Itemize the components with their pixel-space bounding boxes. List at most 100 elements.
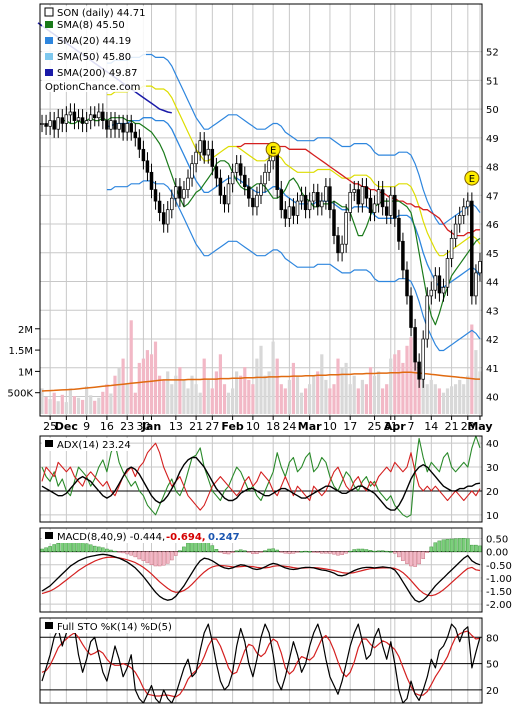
macd-tick-label: -1.00: [486, 574, 512, 585]
volume-bar: [385, 384, 389, 414]
macd-title: MACD(8,40,9) -0.444,: [57, 532, 165, 543]
candle-body: [137, 137, 142, 150]
adx-panel: 10 20 30 40 ADX(14) 23.24: [39, 435, 499, 523]
volume-tick-label: 1M: [18, 367, 33, 378]
volume-bar: [450, 386, 454, 414]
macd-histogram-bar: [210, 545, 215, 552]
x-tick-label: 10: [246, 420, 260, 433]
volume-bar: [235, 371, 239, 414]
macd-histogram-bar: [336, 551, 340, 556]
macd-histogram-bar: [222, 551, 227, 554]
candle-body: [388, 194, 393, 216]
macd-histogram-bar: [56, 543, 60, 552]
macd-histogram-bar: [157, 551, 162, 567]
sto-panel-frame: [39, 617, 483, 704]
macd-histogram-bar: [125, 551, 129, 555]
volume-bar: [360, 379, 364, 414]
candle-body: [121, 123, 125, 133]
volume-bar: [76, 397, 81, 414]
candle-body: [352, 189, 356, 193]
volume-bar: [48, 399, 52, 414]
adx-tick-label: 30: [486, 463, 499, 474]
candle-body: [251, 197, 255, 208]
volume-bar: [162, 379, 166, 414]
macd-histogram-bar: [291, 551, 296, 554]
sto-title-swatch: [45, 622, 53, 629]
x-tick-label: 21: [189, 420, 203, 433]
macd-histogram-bar: [405, 551, 409, 564]
volume-bar: [462, 384, 466, 414]
candle-body: [405, 269, 409, 297]
candle-body: [344, 212, 348, 245]
candle-body: [182, 189, 186, 199]
volume-bar: [89, 395, 93, 414]
candle-body: [429, 289, 434, 297]
x-tick-label: Dec: [55, 420, 78, 433]
volume-bar: [429, 379, 433, 414]
macd-histogram-bar: [332, 551, 336, 555]
macd-histogram-bar: [348, 550, 353, 553]
macd-histogram-bar: [279, 551, 284, 553]
earnings-marker: [464, 170, 480, 186]
volume-bar: [401, 362, 405, 414]
candle-body: [153, 189, 158, 202]
macd-line: [41, 553, 481, 603]
macd-histogram-bar: [129, 551, 134, 556]
adx-line: [41, 456, 481, 511]
volume-bar: [283, 388, 287, 414]
macd-histogram-bar: [259, 551, 263, 553]
volume-bar: [97, 397, 101, 414]
macd-histogram-bar: [275, 549, 280, 552]
macd-histogram-bar: [466, 538, 470, 552]
macd-histogram-bar: [96, 546, 101, 552]
candle-body: [84, 120, 89, 124]
volume-bar: [214, 371, 218, 414]
volume-bar: [437, 388, 441, 414]
candle-body: [44, 123, 48, 127]
sto-d-line: [41, 630, 481, 698]
macd-histogram-bar: [457, 538, 462, 552]
macd-histogram-bar: [433, 542, 438, 552]
candle-body: [210, 148, 215, 167]
volume-bar: [421, 375, 425, 414]
minus-di-line: [41, 442, 481, 511]
macd-histogram-bar: [401, 551, 405, 561]
x-tick-label: Feb: [221, 420, 244, 433]
candle-body: [457, 215, 462, 225]
candle-body: [437, 275, 442, 294]
macd-tick-label: -2.00: [486, 600, 512, 611]
candle-body: [263, 171, 267, 185]
volume-bar: [478, 371, 482, 414]
price-tick-label: 47: [486, 191, 499, 202]
volume-bar: [308, 384, 312, 414]
candle-body: [368, 197, 373, 213]
volume-bar: [231, 388, 235, 414]
candle-body: [311, 192, 316, 202]
candle-body: [129, 123, 133, 133]
candle-body: [40, 123, 44, 125]
macd-histogram-bar: [186, 542, 190, 552]
candle-body: [157, 200, 162, 213]
volume-bar: [210, 388, 214, 414]
macd-histogram-bar: [328, 551, 332, 554]
volume-bar: [381, 388, 385, 414]
candle-body: [243, 174, 247, 188]
macd-histogram-bar: [178, 550, 182, 552]
macd-histogram-bar: [153, 551, 158, 567]
volume-bar: [226, 392, 231, 414]
volume-bar: [247, 379, 251, 414]
volume-bar: [287, 379, 291, 414]
candle-body: [202, 140, 206, 156]
volume-bar: [93, 400, 97, 414]
candle-body: [466, 200, 470, 208]
macd-histogram-bar: [133, 551, 138, 558]
candle-body: [348, 192, 352, 213]
macd-histogram-bar: [145, 551, 150, 564]
candle-body: [105, 120, 109, 130]
volume-bar: [121, 358, 125, 414]
volume-bar: [56, 401, 60, 414]
candle-body: [194, 151, 198, 165]
candle-body: [141, 148, 146, 162]
macd-histogram-bar: [100, 547, 105, 552]
